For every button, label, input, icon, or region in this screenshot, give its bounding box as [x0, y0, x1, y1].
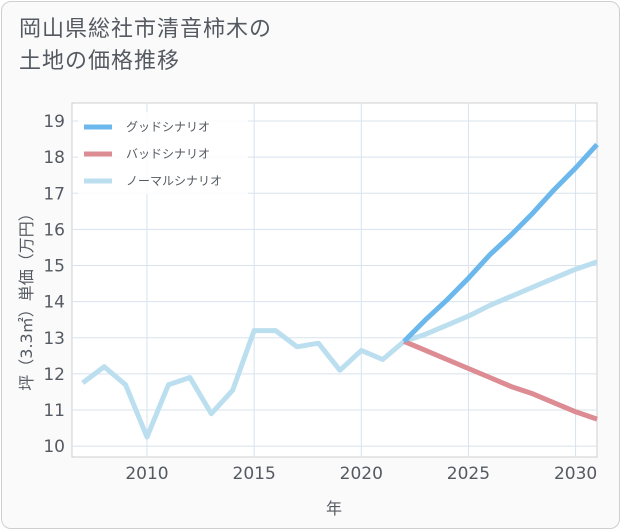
y-tick-label: 15	[43, 257, 65, 277]
y-tick-labels: 10 11 12 13 14 15 16 17 18 19	[43, 112, 65, 457]
x-tick-label: 2015	[233, 464, 276, 484]
x-axis-label: 年	[326, 499, 342, 518]
chart-title: 岡山県総社市清音柿木の 土地の価格推移	[19, 14, 272, 78]
y-axis-label: 坪（3.3㎡）単価（万円）	[17, 205, 36, 390]
y-tick-label: 11	[43, 401, 65, 421]
x-tick-labels: 2010 2015 2020 2025 2030	[125, 464, 597, 484]
x-tick-label: 2010	[125, 464, 168, 484]
y-tick-label: 13	[43, 329, 65, 349]
chart-title-line-2: 土地の価格推移	[19, 49, 181, 74]
y-tick-label: 12	[43, 365, 65, 385]
y-tick-label: 14	[43, 293, 65, 313]
chart-title-line-1: 岡山県総社市清音柿木の	[19, 17, 273, 42]
legend-label: バッドシナリオ	[126, 147, 210, 161]
series-line-2	[81, 259, 598, 440]
y-tick-label: 17	[43, 184, 65, 204]
y-tick-label: 18	[43, 148, 65, 168]
y-tick-label: 16	[43, 220, 65, 240]
y-tick-label: 10	[43, 437, 65, 457]
y-tick-label: 19	[43, 112, 65, 132]
x-tick-label: 2025	[447, 464, 490, 484]
x-tick-label: 2020	[340, 464, 383, 484]
legend-label: グッドシナリオ	[126, 120, 210, 134]
series-line-1	[403, 339, 598, 422]
legend-label: ノーマルシナリオ	[126, 174, 222, 188]
x-tick-label: 2030	[554, 464, 597, 484]
series-lines	[81, 142, 599, 440]
series-line-0	[402, 142, 599, 344]
